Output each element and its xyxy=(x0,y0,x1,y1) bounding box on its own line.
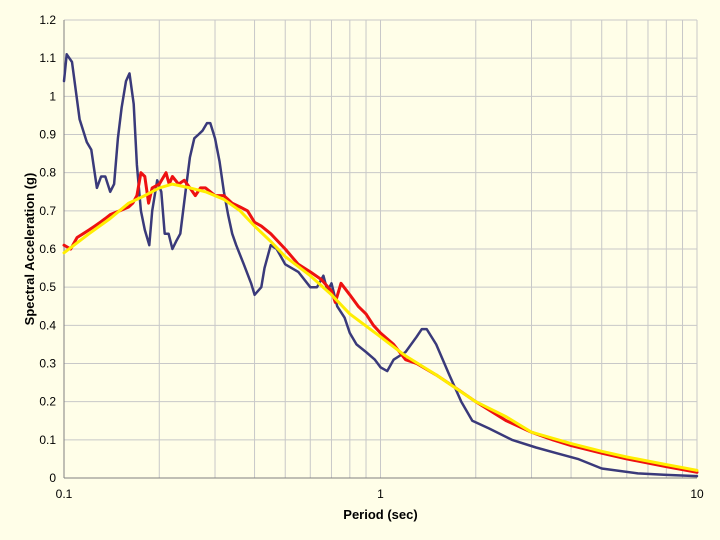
y-tick-label: 0 xyxy=(49,471,56,485)
x-tick-label: 1 xyxy=(377,487,384,501)
y-tick-label: 0.7 xyxy=(39,204,56,218)
y-tick-label: 0.9 xyxy=(39,128,56,142)
x-tick-label: 10 xyxy=(690,487,704,501)
y-tick-label: 1.2 xyxy=(39,13,56,27)
x-axis-label: Period (sec) xyxy=(343,507,417,522)
tick-labels: 00.10.20.30.40.50.60.70.80.911.11.20.1 1 1… xyxy=(39,13,704,501)
y-tick-label: 0.4 xyxy=(39,318,56,332)
y-tick-label: 0.1 xyxy=(39,433,56,447)
axis-layer xyxy=(63,20,697,479)
y-tick-label: 0.8 xyxy=(39,166,56,180)
y-tick-label: 0.5 xyxy=(39,280,56,294)
y-tick-label: 0.2 xyxy=(39,395,56,409)
y-tick-label: 0.3 xyxy=(39,357,56,371)
y-tick-label: 0.6 xyxy=(39,242,56,256)
x-tick-label: 0.1 xyxy=(56,487,73,501)
grid-layer xyxy=(63,19,698,479)
y-tick-label: 1.1 xyxy=(39,51,56,65)
y-axis-label: Spectral Acceleration (g) xyxy=(22,173,37,326)
series-line-3 xyxy=(62,182,699,472)
y-tick-label: 1 xyxy=(49,89,56,103)
series-layer xyxy=(62,53,699,478)
series-line-1 xyxy=(62,53,699,478)
